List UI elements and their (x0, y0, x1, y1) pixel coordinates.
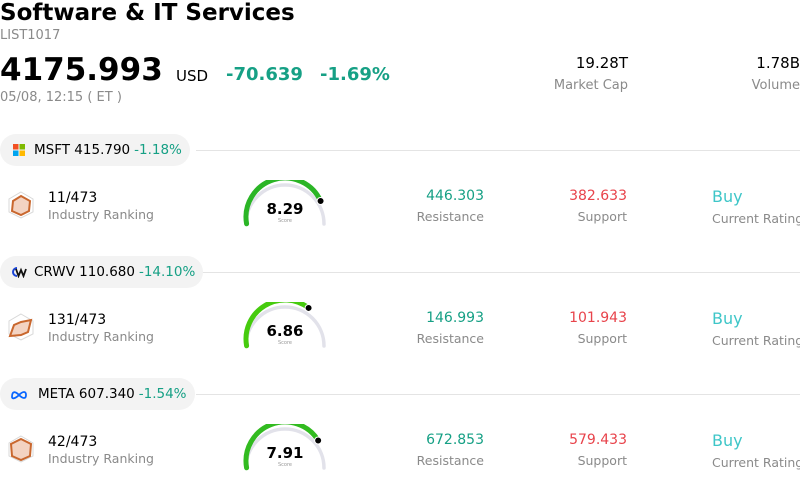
score-value: 6.86 (266, 322, 304, 340)
timestamp: 05/08, 12:15 ( ET ) (0, 90, 122, 105)
stock-change: -14.10% (138, 264, 196, 280)
stock-change: -1.18% (134, 142, 182, 158)
industry-rank: 42/473 (48, 434, 98, 450)
stock-row-msft: MSFT 415.790 -1.18% 11/473 Industry Ranki… (0, 134, 800, 256)
support-label: Support (577, 209, 627, 224)
industry-rank-label: Industry Ranking (48, 329, 154, 344)
gauge-marker (314, 436, 323, 445)
gauge-marker (316, 197, 325, 206)
rating-label: Current Rating (712, 333, 800, 348)
rating-value[interactable]: Buy (712, 309, 743, 328)
resistance-label: Resistance (416, 453, 484, 468)
price-change-percent: -1.69% (320, 64, 390, 85)
volume-value: 1.78B (756, 54, 800, 72)
resistance-label: Resistance (416, 331, 484, 346)
score-gauge (243, 302, 326, 349)
score-value: 7.91 (266, 444, 304, 462)
stock-pill-msft[interactable]: MSFT 415.790 -1.18% (0, 134, 190, 166)
resistance-value: 146.993 (426, 310, 484, 326)
score-label: Score (277, 340, 292, 346)
industry-rank: 131/473 (48, 312, 107, 328)
ranking-radar-icon (8, 191, 34, 219)
index-price: 4175.993 (0, 52, 163, 88)
gauge-fill (243, 424, 321, 471)
stock-price: 415.790 (74, 142, 131, 158)
rating-label: Current Rating (712, 455, 800, 470)
gauge-fill (243, 302, 312, 349)
page-title: Software & IT Services (0, 0, 295, 26)
score-label: Score (277, 462, 292, 468)
stock-price: 110.680 (79, 264, 135, 280)
support-label: Support (577, 331, 627, 346)
support-value: 579.433 (569, 432, 627, 448)
rating-label: Current Rating (712, 211, 800, 226)
market-cap-label: Market Cap (553, 78, 628, 93)
divider (196, 394, 800, 395)
coreweave-logo-icon (12, 265, 27, 279)
divider (196, 272, 800, 273)
currency-label: USD (176, 67, 209, 85)
ranking-radar-icon (8, 435, 34, 463)
stock-symbol: CRWV (34, 264, 75, 280)
industry-rank-label: Industry Ranking (48, 207, 154, 222)
stock-row-meta: META 607.340 -1.54% 42/473 Industry Ranki… (0, 378, 800, 500)
gauge-track (244, 305, 326, 348)
support-label: Support (577, 453, 627, 468)
stock-symbol: MSFT (34, 142, 70, 158)
volume-label: Volume (751, 78, 800, 93)
support-value: 382.633 (569, 188, 627, 204)
resistance-value: 446.303 (426, 188, 484, 204)
stock-price: 607.340 (78, 386, 135, 402)
score-value: 8.29 (266, 200, 304, 218)
stock-pill-crwv[interactable]: CRWV 110.680 -14.10% (0, 256, 204, 288)
score-label: Score (277, 218, 292, 224)
stock-change: -1.54% (138, 386, 187, 402)
gauge-track (244, 427, 326, 470)
score-gauge (243, 424, 326, 471)
list-code: LIST1017 (0, 28, 61, 43)
support-value: 101.943 (569, 310, 627, 326)
rating-value[interactable]: Buy (712, 431, 743, 450)
ranking-radar-icon (8, 313, 34, 341)
price-change: -70.639 (226, 64, 303, 85)
stock-pill-meta[interactable]: META 607.340 -1.54% (0, 378, 195, 410)
resistance-label: Resistance (416, 209, 484, 224)
stock-row-crwv: CRWV 110.680 -14.10% 131/473 Industry Ran… (0, 256, 800, 378)
meta-logo-icon (11, 387, 30, 401)
stock-symbol: META (38, 386, 75, 402)
resistance-value: 672.853 (426, 432, 484, 448)
market-cap-value: 19.28T (575, 54, 628, 72)
microsoft-logo-icon (12, 143, 26, 157)
gauge-fill (243, 180, 324, 227)
gauge-track (244, 183, 326, 226)
score-gauge (243, 180, 326, 227)
divider (196, 150, 800, 151)
gauge-marker (304, 303, 313, 312)
industry-rank-label: Industry Ranking (48, 451, 154, 466)
industry-rank: 11/473 (48, 190, 98, 206)
rating-value[interactable]: Buy (712, 187, 743, 206)
